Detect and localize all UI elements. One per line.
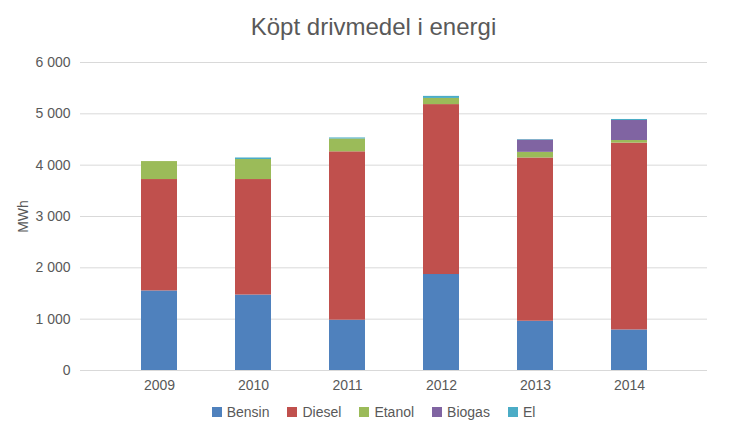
svg-text:2014: 2014 [614,377,645,393]
html-text:El: El [522,404,536,420]
svg-text:MWh: MWh [15,200,31,233]
svg-text:2011: 2011 [332,377,362,393]
svg-text:1 000: 1 000 [35,311,70,327]
svg-text:2010: 2010 [238,377,269,393]
svg-text:6 000: 6 000 [35,54,70,70]
svg-text:0: 0 [63,362,71,378]
svg-text:3 000: 3 000 [35,208,70,224]
svg-text:4 000: 4 000 [35,157,70,173]
html-text:Diesel: Diesel [302,404,342,420]
html-text:Köpt drivmedel i energi: Köpt drivmedel i energi [250,13,497,40]
svg-text:2 000: 2 000 [35,259,70,275]
html-text:Etanol: Etanol [374,404,415,420]
svg-text:2012: 2012 [426,377,457,393]
svg-text:2009: 2009 [144,377,175,393]
html-text:Bensin: Bensin [226,404,270,420]
html-text:Biogas: Biogas [447,404,490,420]
svg-text:2013: 2013 [520,377,551,393]
svg-text:5 000: 5 000 [35,105,70,121]
